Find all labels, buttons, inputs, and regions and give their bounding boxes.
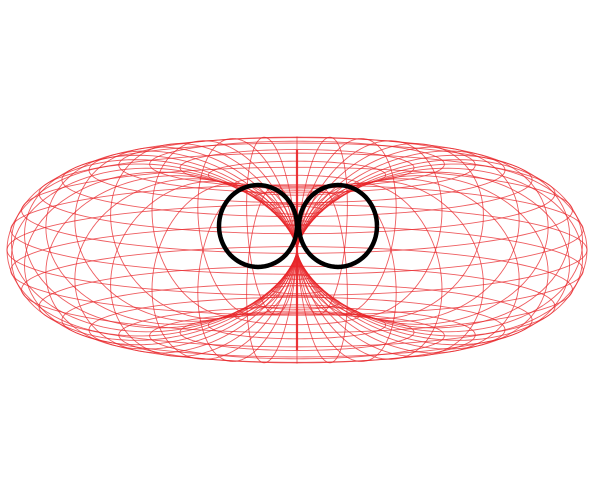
wireframe-parallel (179, 149, 415, 187)
wireframe-meridian (296, 163, 588, 337)
wireframe-parallel (61, 142, 533, 217)
cross-section-right-lobe (296, 182, 380, 270)
wireframe-parallel (61, 283, 533, 358)
wireframe-parallel (118, 306, 476, 364)
wireframe-parallel (149, 140, 445, 188)
wireframe-meridian (6, 163, 298, 337)
wireframe-parallel (207, 310, 387, 340)
wireframe-parallel (233, 304, 361, 326)
wireframe-parallel (270, 285, 324, 295)
cross-section-left-lobe (216, 182, 300, 270)
wireframe-parallel (10, 184, 584, 275)
cross-section-loops (216, 182, 380, 270)
wireframe-parallel (290, 264, 304, 268)
wireframe-parallel (179, 313, 415, 351)
wireframe-parallel (38, 152, 556, 235)
wireframe-parallel (282, 274, 312, 280)
toroid-wireframe (6, 136, 588, 364)
wireframe-parallel (21, 246, 573, 334)
wireframe-parallel (38, 265, 556, 348)
wireframe-parallel (6, 204, 588, 296)
wireframe-parallel (254, 295, 340, 310)
wireframe-parallel (88, 137, 506, 204)
wireframe-parallel (21, 166, 573, 254)
wireframe-parallel (270, 205, 324, 215)
wireframe-parallel (282, 220, 312, 226)
wireframe-parallel (10, 225, 584, 316)
wireframe-parallel (149, 312, 445, 360)
